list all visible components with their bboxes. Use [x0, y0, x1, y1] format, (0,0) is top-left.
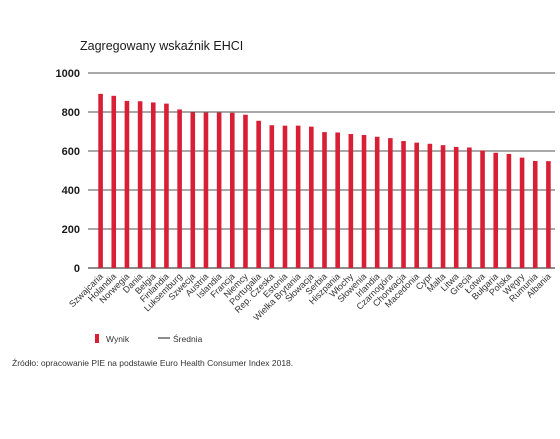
bar-2	[124, 100, 130, 268]
bar-1	[111, 95, 117, 268]
bar-23	[401, 141, 406, 268]
chart-title: Zagregowany wskaźnik EHCI	[80, 39, 243, 53]
bar-3	[137, 101, 143, 269]
bar-9	[216, 112, 222, 269]
bar-24	[414, 142, 419, 268]
grid-lines	[88, 72, 555, 269]
bar-30	[493, 152, 499, 268]
bar-6	[177, 109, 182, 268]
legend-label-srednia: Średnia	[173, 333, 203, 344]
ehci-bar-chart: Zagregowany wskaźnik EHCI 0 200 400 600 800 1…	[56, 39, 555, 344]
bar-14	[282, 125, 288, 269]
x-axis-ticks: SzwajcariaHolandiaNorwegiaDaniaBelgiaFin…	[67, 271, 553, 323]
bar-11	[243, 114, 248, 268]
bar-10	[230, 112, 235, 268]
bar-25	[427, 143, 433, 268]
bar-20	[361, 135, 367, 268]
bar-21	[374, 136, 380, 268]
bar-17	[322, 132, 327, 268]
bar-26	[440, 145, 446, 268]
y-axis-ticks: 0 200 400 600 800 1000	[56, 68, 80, 275]
bar-22	[388, 138, 393, 268]
y-tick-label: 600	[62, 146, 80, 158]
source-note: Źródło: opracowanie PIE na podstawie Eur…	[12, 358, 294, 368]
bar-19	[348, 134, 354, 268]
bar-34	[546, 161, 551, 268]
bar-32	[519, 157, 525, 268]
bar-8	[203, 112, 209, 269]
legend-label-wynik: Wynik	[106, 334, 130, 344]
y-tick-label: 0	[74, 263, 80, 275]
bar-4	[150, 102, 156, 268]
bar-29	[480, 150, 485, 268]
legend-swatch-wynik	[95, 334, 99, 343]
bar-series-wynik	[98, 93, 551, 269]
bar-15	[295, 125, 301, 269]
bar-12	[256, 120, 261, 269]
bar-28	[467, 147, 472, 268]
legend: Wynik Średnia	[95, 333, 203, 344]
bar-31	[506, 153, 512, 268]
bar-16	[309, 126, 314, 268]
y-tick-label: 200	[62, 224, 80, 236]
bar-5	[164, 103, 169, 269]
bar-0	[98, 93, 103, 269]
y-tick-label: 400	[62, 185, 80, 197]
bar-7	[190, 112, 196, 268]
y-tick-label: 1000	[56, 68, 80, 80]
y-tick-label: 800	[62, 107, 80, 119]
bar-33	[532, 160, 538, 268]
bar-13	[269, 125, 275, 268]
bar-27	[453, 146, 459, 268]
bar-18	[335, 132, 340, 268]
